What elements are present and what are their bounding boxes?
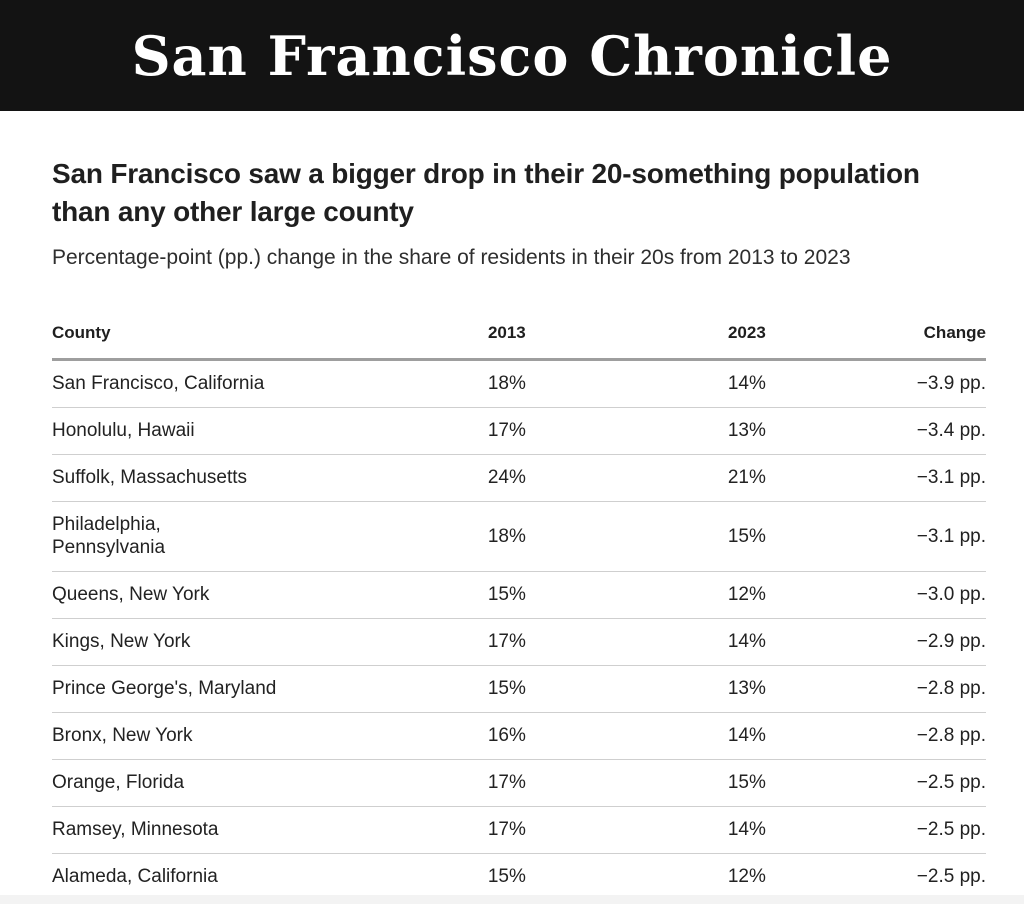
change-cell: −2.5 pp.	[861, 806, 986, 854]
page-title: San Francisco saw a bigger drop in their…	[52, 158, 920, 227]
value-2023-cell: 21%	[632, 454, 862, 502]
change-cell: −3.1 pp.	[861, 501, 986, 572]
county-cell: Alameda, California	[52, 866, 218, 887]
value-2013-cell: 17%	[381, 759, 632, 807]
column-header-2023: 2023	[632, 323, 862, 361]
value-2023-cell: 13%	[632, 665, 862, 713]
change-cell: −2.8 pp.	[861, 712, 986, 760]
value-2013-cell: 16%	[381, 712, 632, 760]
county-cell: Philadelphia, Pennsylvania	[52, 501, 382, 572]
county-cell: Bronx, New York	[52, 712, 382, 760]
column-header-change: Change	[861, 323, 986, 361]
table-row: Orange, Florida 17% 15% −2.5 pp.	[52, 759, 986, 807]
masthead-logo: San Francisco Chronicle	[131, 23, 893, 88]
table-row: Alameda, California 15% 12% −2.5 pp.	[52, 854, 986, 901]
value-2023-cell: 12%	[727, 866, 766, 887]
county-cell: Suffolk, Massachusetts	[52, 454, 382, 502]
value-2023-cell: 12%	[632, 571, 862, 619]
county-cell: Queens, New York	[52, 571, 382, 619]
county-cell: San Francisco, California	[52, 359, 382, 408]
value-2023-cell: 15%	[632, 759, 862, 807]
change-cell: −3.9 pp.	[861, 359, 986, 408]
value-2013-cell: 17%	[381, 407, 632, 455]
table-row: Kings, New York 17% 14% −2.9 pp.	[52, 618, 986, 666]
value-2013-cell: 18%	[381, 501, 632, 572]
page-subtitle: Percentage-point (pp.) change in the sha…	[52, 246, 851, 269]
value-2023-cell: 14%	[632, 712, 862, 760]
table-row: Queens, New York 15% 12% −3.0 pp.	[52, 571, 986, 619]
county-cell: Prince George's, Maryland	[52, 665, 382, 713]
value-2013-cell: 17%	[381, 618, 632, 666]
table-header-row: County 2013 2023 Change	[52, 323, 986, 361]
table-row: Bronx, New York 16% 14% −2.8 pp.	[52, 712, 986, 760]
county-cell: Ramsey, Minnesota	[52, 806, 382, 854]
table-row: Prince George's, Maryland 15% 13% −2.8 p…	[52, 665, 986, 713]
bottom-page-edge	[0, 895, 1024, 904]
change-cell: −3.4 pp.	[861, 407, 986, 455]
value-2023-cell: 15%	[632, 501, 862, 572]
value-2023-cell: 13%	[632, 407, 862, 455]
change-cell: −2.9 pp.	[861, 618, 986, 666]
value-2023-cell: 14%	[632, 618, 862, 666]
county-cell: Honolulu, Hawaii	[52, 407, 382, 455]
value-2013-cell: 18%	[381, 359, 632, 408]
table-body: San Francisco, California 18% 14% −3.9 p…	[52, 359, 986, 901]
county-cell: Orange, Florida	[52, 759, 382, 807]
table-header: County 2013 2023 Change	[52, 323, 986, 361]
value-2023-cell: 14%	[632, 359, 862, 408]
change-cell: −2.5 pp.	[861, 759, 986, 807]
value-2013-cell: 17%	[381, 806, 632, 854]
value-2013-cell: 15%	[381, 665, 632, 713]
change-cell: −2.8 pp.	[861, 665, 986, 713]
value-2013-cell: 15%	[381, 571, 632, 619]
value-2013-cell: 15%	[487, 866, 526, 887]
column-header-2013: 2013	[381, 323, 632, 361]
county-cell: Kings, New York	[52, 618, 382, 666]
table-row: Philadelphia, Pennsylvania 18% 15% −3.1 …	[52, 501, 986, 572]
column-header-county: County	[52, 323, 382, 361]
table-row: Honolulu, Hawaii 17% 13% −3.4 pp.	[52, 407, 986, 455]
county-change-table: County 2013 2023 Change San Francisco, C…	[52, 323, 986, 900]
change-cell: −3.0 pp.	[861, 571, 986, 619]
table-row: Suffolk, Massachusetts 24% 21% −3.1 pp.	[52, 454, 986, 502]
table-row: Ramsey, Minnesota 17% 14% −2.5 pp.	[52, 806, 986, 854]
change-cell: −2.5 pp.	[916, 866, 986, 887]
value-2013-cell: 24%	[381, 454, 632, 502]
graphic-container: San Francisco saw a bigger drop in their…	[0, 155, 1024, 900]
change-cell: −3.1 pp.	[861, 454, 986, 502]
value-2023-cell: 14%	[632, 806, 862, 854]
table-row: San Francisco, California 18% 14% −3.9 p…	[52, 359, 986, 408]
masthead-banner: San Francisco Chronicle	[0, 0, 1024, 111]
